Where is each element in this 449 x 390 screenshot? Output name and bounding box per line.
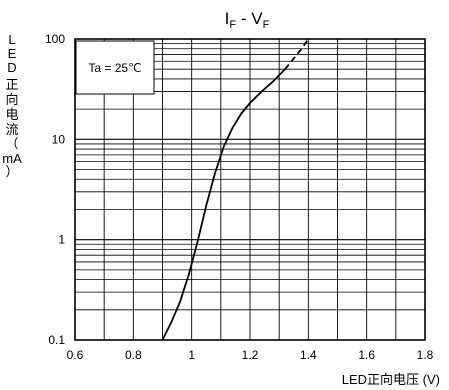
y-axis-label-char: 流 bbox=[5, 122, 18, 137]
y-tick-label: 10 bbox=[52, 132, 66, 146]
y-axis-label-char: mA bbox=[2, 151, 22, 166]
x-tick-label: 0.8 bbox=[125, 348, 142, 362]
y-axis-label-char: 向 bbox=[5, 92, 18, 107]
y-axis-label-char: L bbox=[8, 32, 15, 47]
grid bbox=[75, 39, 425, 340]
x-axis-label: LED正向电压 (V) bbox=[342, 372, 440, 387]
y-axis-label-char: （ bbox=[5, 136, 18, 151]
title-sub-1: F bbox=[229, 19, 236, 31]
y-axis-label-char: E bbox=[8, 46, 17, 61]
title-main: I bbox=[225, 9, 230, 28]
series-group bbox=[161, 38, 310, 341]
y-axis-label-char: 正 bbox=[5, 77, 18, 92]
title-sub-2: F bbox=[263, 19, 270, 31]
annotation-box: Ta = 25℃ bbox=[75, 40, 155, 95]
y-axis-label-char: 电 bbox=[5, 107, 18, 122]
annotation-frame bbox=[75, 40, 155, 95]
y-tick-label: 100 bbox=[45, 32, 65, 46]
y-tick-labels: 0.1 1 10 100 bbox=[45, 32, 65, 347]
y-tick-label: 1 bbox=[58, 233, 65, 247]
annotation-text: Ta = 25℃ bbox=[88, 61, 141, 75]
x-tick-label: 0.6 bbox=[67, 348, 84, 362]
y-tick-label: 0.1 bbox=[48, 333, 65, 347]
series-line-solid bbox=[161, 68, 286, 341]
y-axis-label-char: D bbox=[7, 60, 16, 75]
x-tick-labels: 0.6 0.8 1 1.2 1.4 1.6 1.8 bbox=[67, 348, 434, 362]
x-tick-label: 1.8 bbox=[417, 348, 434, 362]
title-separator: - V bbox=[236, 9, 263, 28]
x-tick-label: 1 bbox=[188, 348, 195, 362]
chart-title: IF - VF bbox=[225, 9, 270, 31]
x-tick-label: 1.4 bbox=[300, 348, 317, 362]
plot-frame bbox=[74, 38, 426, 341]
x-tick-label: 1.6 bbox=[358, 348, 375, 362]
y-axis-label-char: ） bbox=[5, 164, 18, 179]
x-tick-label: 1.2 bbox=[242, 348, 259, 362]
series-line-dashed bbox=[284, 38, 310, 70]
